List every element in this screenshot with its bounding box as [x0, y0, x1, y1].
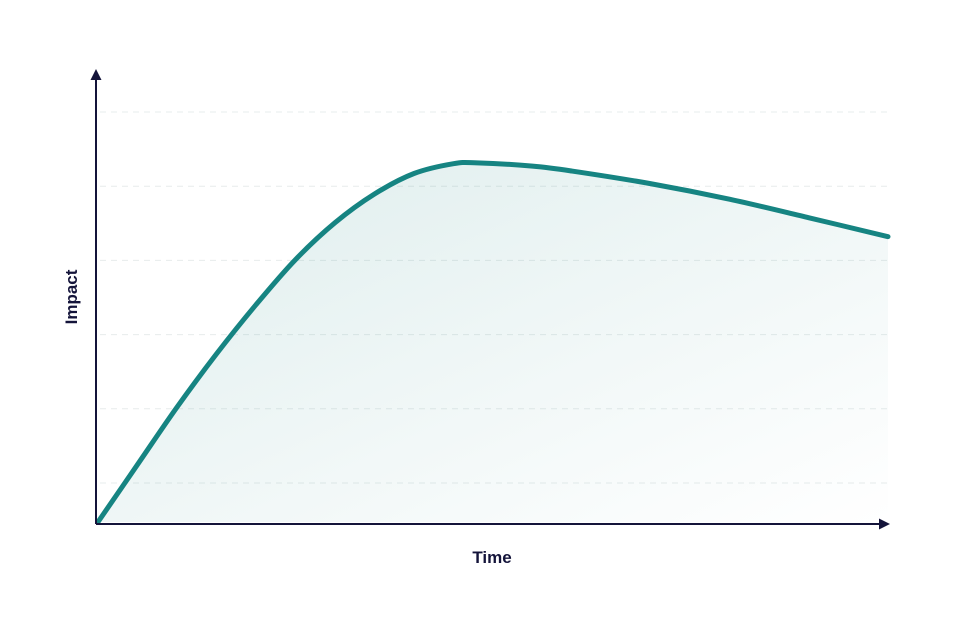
impact-curve-line — [95, 159, 891, 525]
impact-area-fill — [98, 162, 888, 523]
x-axis-arrow-icon — [879, 518, 890, 530]
x-axis-label: Time — [472, 548, 511, 567]
y-axis-label: Impact — [62, 269, 81, 324]
axes — [90, 69, 890, 530]
y-axis-arrow-icon — [90, 69, 102, 80]
